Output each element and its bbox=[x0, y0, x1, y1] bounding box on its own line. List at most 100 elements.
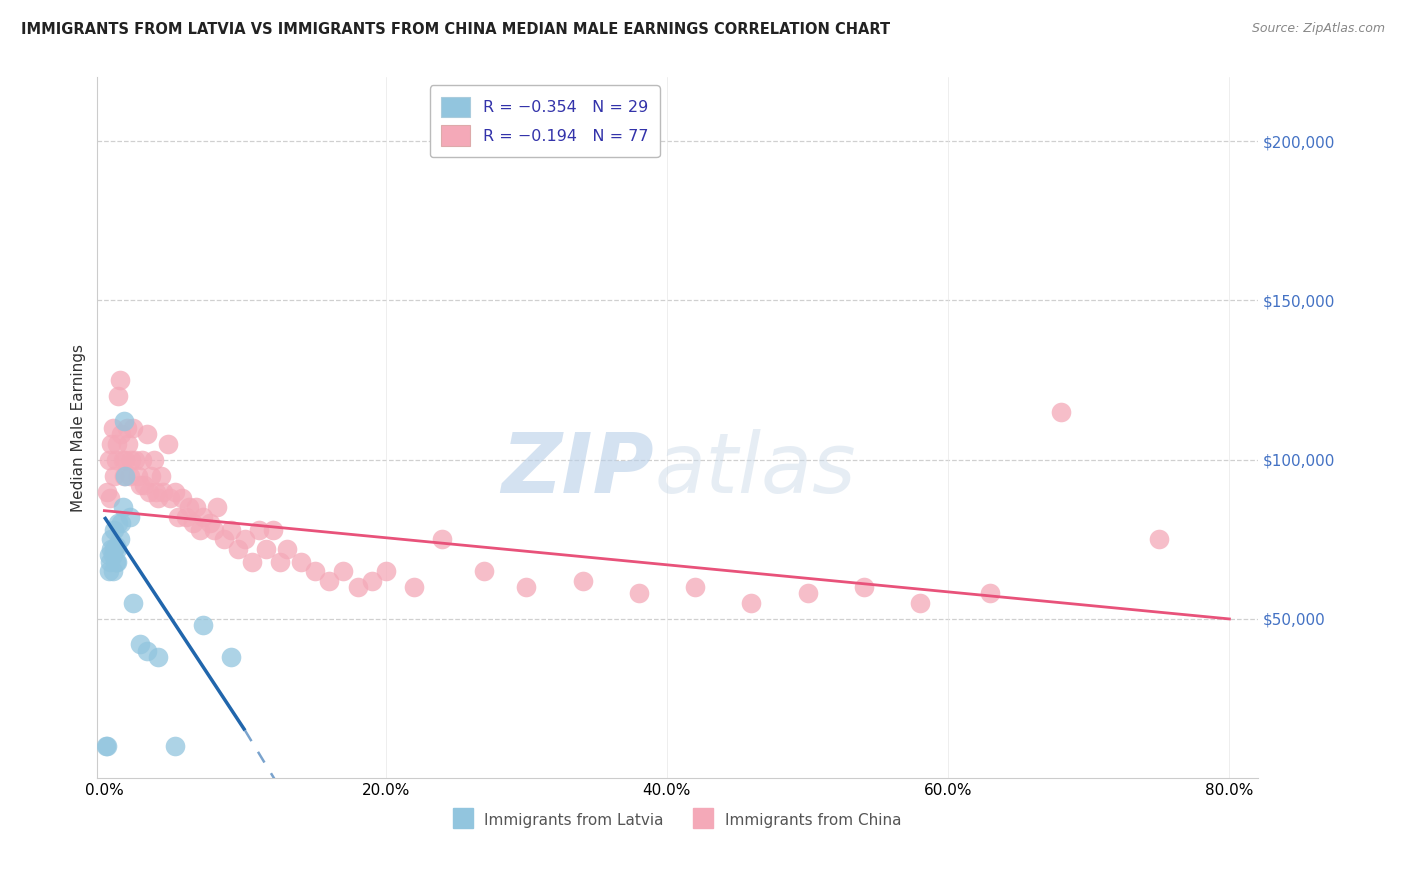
Point bbox=[115, 421, 138, 435]
Point bbox=[128, 637, 150, 651]
Point bbox=[117, 436, 139, 450]
Point bbox=[852, 580, 875, 594]
Point bbox=[740, 596, 762, 610]
Point bbox=[105, 555, 128, 569]
Point bbox=[97, 564, 120, 578]
Point bbox=[105, 541, 128, 556]
Point bbox=[138, 484, 160, 499]
Point bbox=[1147, 533, 1170, 547]
Point bbox=[108, 533, 131, 547]
Point bbox=[127, 468, 149, 483]
Point bbox=[107, 389, 129, 403]
Point bbox=[142, 452, 165, 467]
Point bbox=[104, 555, 127, 569]
Point bbox=[103, 523, 125, 537]
Point bbox=[101, 564, 124, 578]
Point bbox=[163, 484, 186, 499]
Point bbox=[100, 436, 122, 450]
Point bbox=[191, 510, 214, 524]
Point bbox=[627, 586, 650, 600]
Point bbox=[159, 491, 181, 505]
Point bbox=[145, 484, 167, 499]
Point bbox=[120, 452, 142, 467]
Point bbox=[112, 414, 135, 428]
Point bbox=[181, 516, 204, 531]
Point bbox=[174, 510, 197, 524]
Point bbox=[118, 468, 141, 483]
Point bbox=[128, 478, 150, 492]
Point bbox=[233, 533, 256, 547]
Point bbox=[108, 373, 131, 387]
Point bbox=[170, 491, 193, 505]
Point bbox=[104, 539, 127, 553]
Point bbox=[247, 523, 270, 537]
Text: ZIP: ZIP bbox=[502, 429, 654, 510]
Point bbox=[198, 516, 221, 531]
Point bbox=[110, 427, 132, 442]
Text: atlas: atlas bbox=[654, 429, 856, 510]
Point bbox=[290, 555, 312, 569]
Point bbox=[96, 484, 118, 499]
Text: Source: ZipAtlas.com: Source: ZipAtlas.com bbox=[1251, 22, 1385, 36]
Point bbox=[103, 541, 125, 556]
Point bbox=[402, 580, 425, 594]
Point bbox=[191, 618, 214, 632]
Point bbox=[332, 564, 354, 578]
Text: IMMIGRANTS FROM LATVIA VS IMMIGRANTS FROM CHINA MEDIAN MALE EARNINGS CORRELATION: IMMIGRANTS FROM LATVIA VS IMMIGRANTS FRO… bbox=[21, 22, 890, 37]
Point bbox=[796, 586, 818, 600]
Point bbox=[96, 739, 118, 754]
Point bbox=[118, 510, 141, 524]
Point bbox=[97, 548, 120, 562]
Point bbox=[111, 500, 134, 515]
Point bbox=[103, 468, 125, 483]
Point bbox=[430, 533, 453, 547]
Point bbox=[114, 452, 136, 467]
Point bbox=[262, 523, 284, 537]
Point bbox=[360, 574, 382, 588]
Point bbox=[163, 739, 186, 754]
Point bbox=[1049, 405, 1071, 419]
Point bbox=[205, 500, 228, 515]
Point bbox=[135, 644, 157, 658]
Point bbox=[212, 533, 235, 547]
Point bbox=[304, 564, 326, 578]
Point bbox=[135, 427, 157, 442]
Point bbox=[346, 580, 368, 594]
Point bbox=[101, 548, 124, 562]
Point bbox=[149, 468, 172, 483]
Point bbox=[472, 564, 495, 578]
Point bbox=[104, 452, 127, 467]
Point bbox=[177, 500, 200, 515]
Point bbox=[112, 468, 135, 483]
Point bbox=[240, 555, 263, 569]
Point bbox=[98, 555, 121, 569]
Point bbox=[124, 452, 146, 467]
Point bbox=[121, 421, 143, 435]
Point bbox=[683, 580, 706, 594]
Point bbox=[94, 739, 117, 754]
Point bbox=[107, 516, 129, 531]
Point bbox=[100, 541, 122, 556]
Point bbox=[152, 484, 174, 499]
Point bbox=[105, 436, 128, 450]
Point bbox=[374, 564, 396, 578]
Point bbox=[188, 523, 211, 537]
Point bbox=[979, 586, 1001, 600]
Point bbox=[226, 541, 249, 556]
Point bbox=[131, 452, 153, 467]
Point bbox=[166, 510, 188, 524]
Point bbox=[146, 650, 169, 665]
Y-axis label: Median Male Earnings: Median Male Earnings bbox=[72, 343, 86, 512]
Point bbox=[97, 452, 120, 467]
Point bbox=[111, 452, 134, 467]
Point bbox=[139, 468, 162, 483]
Point bbox=[908, 596, 931, 610]
Point bbox=[100, 533, 122, 547]
Point bbox=[202, 523, 225, 537]
Point bbox=[254, 541, 277, 556]
Point bbox=[132, 478, 155, 492]
Point bbox=[318, 574, 340, 588]
Point bbox=[110, 516, 132, 531]
Point bbox=[101, 421, 124, 435]
Point bbox=[98, 491, 121, 505]
